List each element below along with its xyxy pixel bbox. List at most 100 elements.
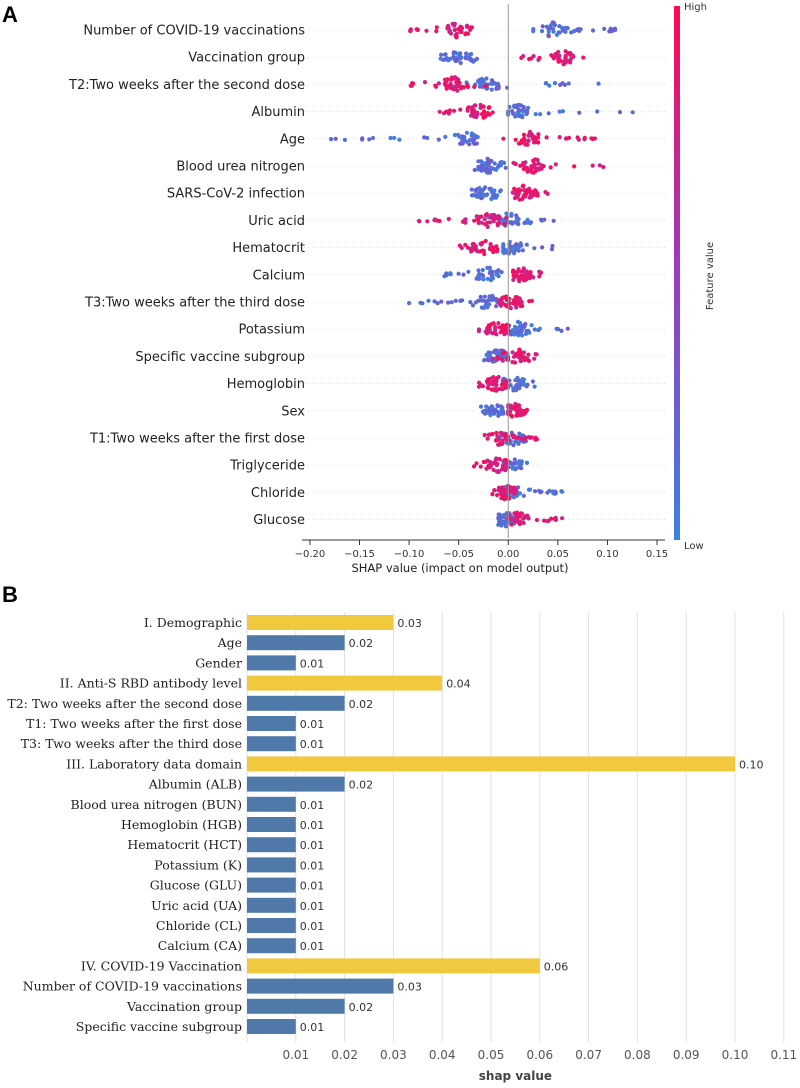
shap-point bbox=[500, 440, 505, 445]
x-tick-label: 0.05 bbox=[547, 549, 569, 560]
bar-value-label: 0.01 bbox=[300, 799, 325, 812]
shap-point bbox=[537, 269, 542, 274]
shap-point bbox=[563, 55, 568, 60]
shap-point bbox=[489, 196, 494, 202]
shap-point bbox=[397, 137, 402, 142]
shap-point bbox=[516, 269, 521, 274]
shap-point bbox=[500, 325, 505, 330]
shap-point bbox=[543, 190, 548, 195]
shap-point bbox=[487, 329, 492, 334]
shap-point bbox=[459, 245, 464, 251]
shap-point bbox=[444, 272, 449, 277]
shap-point bbox=[532, 192, 537, 197]
category-label: Vaccination group bbox=[126, 999, 242, 1014]
feature-bar bbox=[247, 918, 296, 933]
shap-point bbox=[494, 379, 499, 384]
shap-point bbox=[497, 386, 502, 391]
bar-value-label: 0.02 bbox=[349, 698, 374, 711]
shap-point bbox=[472, 103, 477, 108]
shap-point bbox=[518, 188, 523, 193]
shap-point bbox=[515, 326, 520, 331]
category-label: Gender bbox=[195, 655, 242, 670]
colorbar-high-label: High bbox=[684, 2, 707, 13]
shap-point bbox=[514, 113, 519, 118]
shap-point bbox=[472, 218, 477, 223]
shap-point bbox=[499, 431, 505, 436]
x-tick-label: 0.02 bbox=[331, 1048, 358, 1062]
shap-point bbox=[464, 51, 469, 56]
shap-point bbox=[533, 135, 538, 140]
shap-point bbox=[510, 350, 515, 355]
feature-bar bbox=[247, 776, 345, 792]
shap-point bbox=[468, 300, 473, 305]
shap-point bbox=[557, 135, 562, 140]
shap-point bbox=[495, 434, 500, 439]
shap-point bbox=[436, 81, 441, 86]
shap-point bbox=[516, 403, 522, 408]
shap-point bbox=[525, 142, 530, 147]
shap-point bbox=[512, 332, 517, 337]
shap-point bbox=[549, 516, 554, 521]
shap-point bbox=[469, 25, 474, 30]
shap-point bbox=[597, 163, 602, 168]
category-label: T2: Two weeks after the second dose bbox=[7, 696, 242, 711]
shap-point bbox=[446, 26, 451, 31]
shap-point bbox=[521, 323, 526, 328]
shap-point bbox=[517, 347, 522, 352]
shap-point bbox=[512, 187, 517, 192]
shap-point bbox=[484, 212, 489, 217]
shap-point bbox=[516, 459, 522, 464]
shap-point bbox=[536, 161, 541, 166]
shap-point bbox=[526, 352, 531, 357]
shap-point bbox=[424, 28, 429, 33]
shap-point bbox=[529, 323, 534, 328]
shap-point bbox=[490, 382, 495, 387]
shap-point bbox=[536, 140, 541, 145]
shap-point bbox=[417, 219, 422, 224]
shap-point bbox=[433, 83, 438, 88]
x-tick-label: −0.15 bbox=[344, 549, 375, 560]
shap-point bbox=[464, 139, 469, 144]
shap-point bbox=[513, 467, 518, 472]
shap-point bbox=[436, 137, 441, 142]
shap-point bbox=[487, 105, 492, 110]
shap-point bbox=[370, 135, 376, 141]
shap-point bbox=[502, 512, 507, 518]
shap-point bbox=[483, 238, 488, 244]
shap-point bbox=[453, 298, 458, 303]
shap-point bbox=[490, 269, 495, 274]
x-tick-label: −0.20 bbox=[295, 549, 326, 560]
feature-bar bbox=[247, 655, 296, 671]
shap-point bbox=[471, 193, 476, 198]
shap-point bbox=[581, 55, 586, 60]
shap-point bbox=[480, 240, 485, 245]
x-tick-label: 0.07 bbox=[575, 1048, 602, 1062]
shap-point bbox=[474, 134, 479, 139]
category-label: Hematocrit (HCT) bbox=[127, 837, 242, 852]
shap-beeswarm-chart: Number of COVID-19 vaccinations Vaccinati… bbox=[68, 2, 716, 575]
bar-value-label: 0.01 bbox=[300, 940, 325, 953]
shap-point bbox=[514, 300, 519, 305]
shap-point bbox=[572, 29, 577, 34]
category-label: II. Anti-S RBD antibody level bbox=[60, 676, 242, 691]
shap-point bbox=[432, 218, 437, 223]
shap-point bbox=[494, 304, 499, 309]
shap-point bbox=[472, 244, 477, 249]
shap-point bbox=[496, 268, 501, 273]
shap-point bbox=[509, 211, 514, 216]
shap-point bbox=[525, 382, 530, 387]
feature-label: Sex bbox=[281, 404, 305, 419]
shap-point bbox=[476, 218, 481, 223]
shap-point bbox=[463, 242, 468, 247]
feature-labels: Number of COVID-19 vaccinations Vaccinati… bbox=[68, 24, 305, 529]
shap-point bbox=[460, 26, 465, 31]
shap-point bbox=[486, 112, 491, 117]
shap-point bbox=[495, 84, 500, 89]
feature-bar bbox=[247, 635, 345, 651]
category-label: Number of COVID-19 vaccinations bbox=[23, 979, 242, 994]
shap-point bbox=[550, 20, 555, 25]
shap-point bbox=[497, 456, 502, 462]
shap-point bbox=[527, 130, 532, 135]
shap-point bbox=[490, 461, 495, 466]
shap-point bbox=[526, 139, 531, 144]
